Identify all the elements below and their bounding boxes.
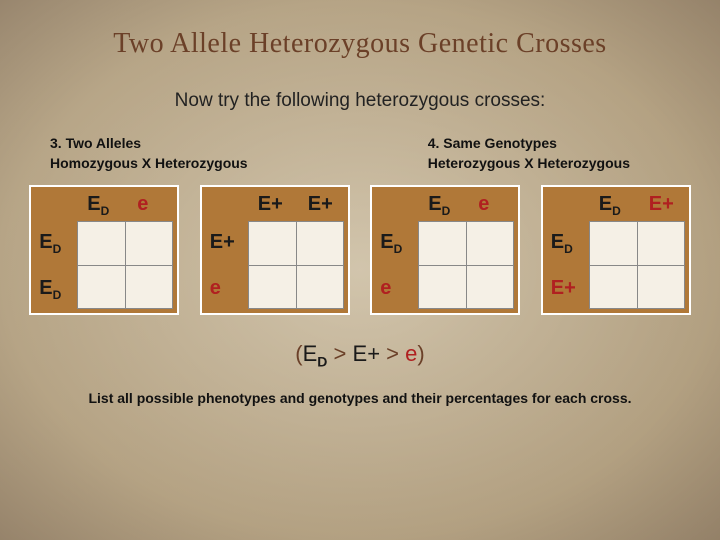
allele-Eplus: E+ [353,341,381,366]
dominance-order: (ED > E+ > e) [0,315,720,369]
top-allele-1: ED [87,193,109,218]
cross-3-label: 3. Two Alleles Homozygous X Heterozygous [50,134,248,173]
punnett-grid-3: ED e ED e [370,185,520,315]
paren-open: ( [295,341,302,366]
top-allele-1: ED [428,193,450,218]
top-allele-2: e [478,193,489,216]
allele-ED: ED [303,341,328,366]
punnett-grid-4: ED E+ ED E+ [541,185,691,315]
cross-3-num: 3. Two Alleles [50,134,248,154]
punnett-grid-2: E+ E+ E+ e [200,185,350,315]
cross-3-desc: Homozygous X Heterozygous [50,154,248,174]
paren-close: ) [417,341,424,366]
left-allele-2: e [380,277,391,300]
allele-e: e [405,341,417,366]
left-allele-1: ED [39,231,61,256]
gt-2: > [386,341,399,366]
page-title: Two Allele Heterozygous Genetic Crosses [0,0,720,60]
instruction-text: List all possible phenotypes and genotyp… [0,370,720,406]
left-allele-1: ED [380,231,402,256]
cross-4-num: 4. Same Genotypes [428,134,630,154]
top-allele-2: E+ [308,193,333,216]
left-allele-2: ED [39,277,61,302]
punnett-cells [589,221,685,309]
left-allele-1: ED [551,231,573,256]
punnett-grids-row: ED e ED ED E+ E+ E+ e ED e ED e ED E+ ED E+ [0,173,720,315]
top-allele-2: E+ [649,193,674,216]
punnett-cells [248,221,344,309]
gt-1: > [334,341,347,366]
top-allele-1: E+ [258,193,283,216]
left-allele-2: E+ [551,277,576,300]
top-allele-2: e [137,193,148,216]
cross-labels-row: 3. Two Alleles Homozygous X Heterozygous… [0,112,720,173]
left-allele-1: E+ [210,231,235,254]
punnett-cells [418,221,514,309]
left-allele-2: e [210,277,221,300]
subtitle: Now try the following heterozygous cross… [0,60,720,112]
cross-4-desc: Heterozygous X Heterozygous [428,154,630,174]
punnett-cells [77,221,173,309]
cross-4-label: 4. Same Genotypes Heterozygous X Heteroz… [428,134,680,173]
punnett-grid-1: ED e ED ED [29,185,179,315]
top-allele-1: ED [599,193,621,218]
